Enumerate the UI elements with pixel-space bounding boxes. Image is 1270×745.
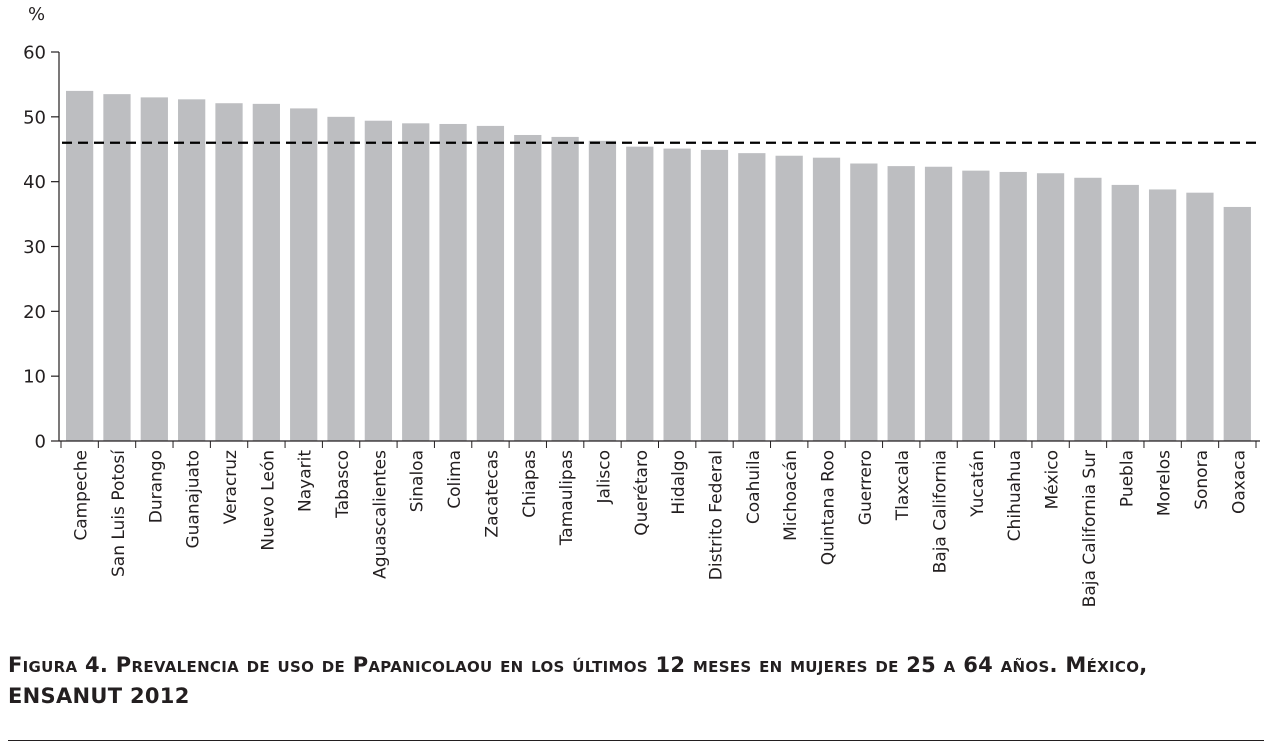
bar	[1186, 192, 1214, 441]
x-tick-label: Yucatán	[968, 450, 988, 518]
x-tick-label: Tamaulipas	[557, 450, 577, 546]
x-tick-label: Baja California Sur	[1080, 450, 1100, 607]
x-tick-label: Campeche	[72, 450, 92, 541]
x-tick-label: Jalisco	[594, 450, 614, 504]
x-tick-label: Puebla	[1117, 450, 1137, 507]
bar	[514, 134, 542, 442]
figure-caption: Figura 4. Prevalencia de uso de Papanico…	[8, 650, 1264, 712]
bar	[103, 94, 131, 441]
bar	[1074, 177, 1102, 441]
x-tick-label: Tabasco	[333, 450, 353, 519]
bar	[476, 125, 505, 441]
x-tick-label: Guanajuato	[184, 450, 204, 549]
bar	[700, 149, 729, 441]
x-tick-label: Nuevo León	[258, 450, 278, 551]
caption-line-1: Figura 4. Prevalencia de uso de Papanico…	[8, 653, 1148, 677]
y-tick-label: 0	[35, 432, 46, 453]
x-tick-label: Coahuila	[744, 450, 764, 524]
x-tick-label: Nayarit	[296, 450, 316, 512]
x-tick-label: Morelos	[1155, 450, 1175, 516]
bar	[887, 166, 915, 442]
x-tick-label: Colima	[445, 450, 465, 509]
bar	[178, 99, 206, 441]
x-tick-label: México	[1043, 450, 1063, 509]
x-tick-label: Zacatecas	[482, 450, 502, 538]
x-tick-label: Chihuahua	[1005, 450, 1025, 541]
bar	[1223, 206, 1251, 441]
bar	[290, 108, 318, 441]
x-tick-label: Sinaloa	[408, 450, 428, 512]
bar	[626, 146, 654, 441]
x-tick-label: Guerrero	[856, 450, 876, 525]
x-tick-label: Aguascalientes	[370, 450, 390, 579]
bar-chart: Campeche San Luis Potosí Durango Guanajuato…	[23, 4, 1260, 607]
bar	[1148, 189, 1177, 441]
bottom-rule	[8, 740, 1264, 741]
x-tick-label: Querétaro	[632, 450, 652, 536]
y-tick-label: 10	[23, 367, 46, 388]
bar	[775, 155, 803, 442]
bar	[551, 136, 579, 441]
x-tick-label: Veracruz	[221, 450, 241, 524]
y-tick-label: 40	[23, 172, 46, 193]
bar	[999, 171, 1027, 441]
bar	[663, 148, 691, 441]
bar	[962, 170, 990, 441]
x-tick-label: Sonora	[1192, 450, 1212, 510]
bar	[1111, 184, 1139, 441]
bar	[252, 103, 280, 442]
bar	[215, 103, 243, 441]
y-tick-label: 30	[23, 237, 46, 258]
bar	[924, 166, 953, 441]
x-tick-label: Hidalgo	[669, 450, 689, 515]
bar	[1036, 173, 1065, 442]
bar	[402, 123, 430, 441]
x-tick-label: Durango	[146, 450, 166, 523]
x-tick-label: Michoacán	[781, 450, 801, 541]
bar	[850, 163, 878, 441]
y-axis-label: %	[28, 4, 45, 25]
x-tick-label: Chiapas	[520, 450, 540, 518]
x-tick-label: San Luis Potosí	[109, 449, 129, 577]
bar	[738, 153, 766, 441]
bar	[812, 157, 841, 441]
caption-line-2: ENSANUT 2012	[8, 684, 190, 708]
bar	[364, 120, 393, 441]
x-tick-label: Oaxaca	[1229, 450, 1249, 514]
bar	[327, 116, 355, 441]
y-tick-label: 60	[23, 43, 46, 64]
x-tick-label: Quintana Roo	[819, 450, 839, 565]
bar	[588, 140, 617, 441]
x-tick-label: Distrito Federal	[706, 450, 726, 580]
y-tick-label: 20	[23, 302, 46, 323]
x-tick-label: Tlaxcala	[893, 450, 913, 521]
y-tick-label: 50	[23, 107, 46, 128]
bar	[140, 97, 168, 441]
x-tick-label: Baja California	[931, 450, 951, 573]
bar	[439, 123, 467, 441]
bar	[66, 90, 94, 442]
